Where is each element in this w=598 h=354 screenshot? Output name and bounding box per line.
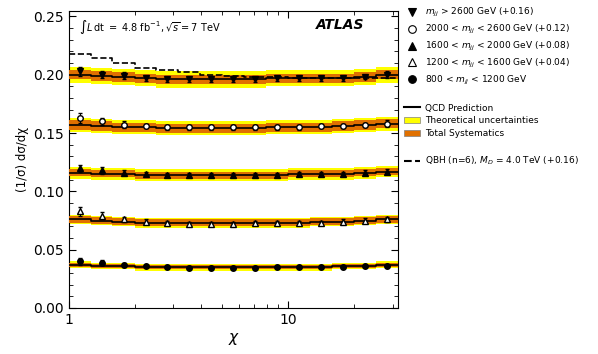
- Text: ATLAS: ATLAS: [316, 18, 364, 32]
- Y-axis label: (1/σ) dσ/dχ: (1/σ) dσ/dχ: [16, 127, 29, 192]
- X-axis label: χ: χ: [228, 330, 238, 344]
- Legend: $m_{jj}$ > 2600 GeV (+0.16), 2000 < $m_{jj}$ < 2600 GeV (+0.12), 1600 < $m_{jj}$: $m_{jj}$ > 2600 GeV (+0.16), 2000 < $m_{…: [404, 6, 578, 167]
- Text: $\int L\,\mathrm{dt}\ =\ 4.8\ \mathrm{fb}^{-1},\sqrt{s}=7\ \mathrm{TeV}$: $\int L\,\mathrm{dt}\ =\ 4.8\ \mathrm{fb…: [79, 18, 220, 36]
